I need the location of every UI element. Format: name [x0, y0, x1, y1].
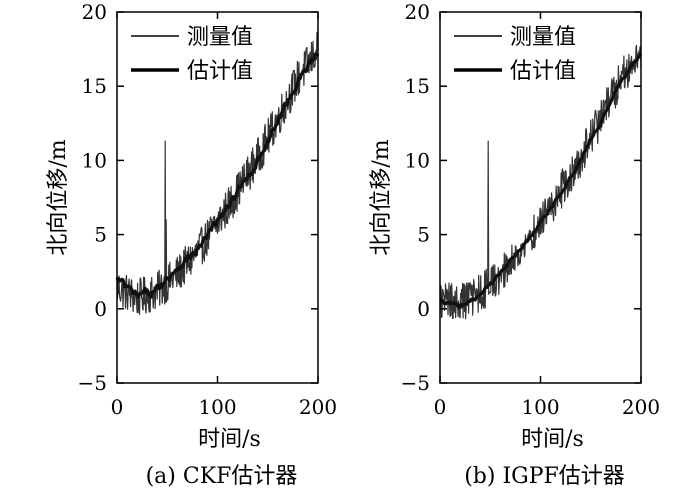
legend-label-estimated: 估计值 — [187, 59, 253, 84]
y-tick-label: 15 — [405, 74, 430, 98]
y-tick-label: 0 — [94, 297, 107, 321]
y-tick-label: 0 — [417, 297, 430, 321]
y-tick-label: 5 — [94, 223, 107, 247]
y-tick-label: 10 — [82, 148, 107, 172]
y-tick-label: 10 — [405, 148, 430, 172]
x-tick-label: 200 — [299, 395, 337, 419]
x-tick-label: 0 — [434, 395, 447, 419]
y-tick-label: 5 — [417, 223, 430, 247]
legend-label-measured: 测量值 — [187, 25, 253, 50]
x-axis-label: 时间/s — [521, 427, 584, 452]
y-tick-label: 20 — [82, 0, 107, 24]
y-tick-label: 20 — [405, 0, 430, 24]
legend-label-estimated: 估计值 — [510, 59, 576, 84]
x-tick-label: 100 — [198, 395, 236, 419]
x-tick-label: 0 — [111, 395, 124, 419]
panel-caption: (b) IGPF估计器 — [464, 464, 625, 489]
x-tick-label: 100 — [521, 395, 559, 419]
y-tick-label: 15 — [82, 74, 107, 98]
panel-caption: (a) CKF估计器 — [146, 464, 298, 489]
y-tick-label: −5 — [78, 371, 107, 395]
series-estimated-line — [115, 52, 320, 299]
x-tick-label: 200 — [622, 395, 660, 419]
legend-label-measured: 测量值 — [510, 25, 576, 50]
x-axis-label: 时间/s — [198, 427, 261, 452]
series-measured-line — [439, 44, 642, 320]
y-axis-label: 北向位移/m — [46, 139, 71, 255]
series-estimated-line — [439, 53, 643, 310]
y-tick-label: −5 — [401, 371, 430, 395]
y-axis-label: 北向位移/m — [369, 139, 394, 255]
